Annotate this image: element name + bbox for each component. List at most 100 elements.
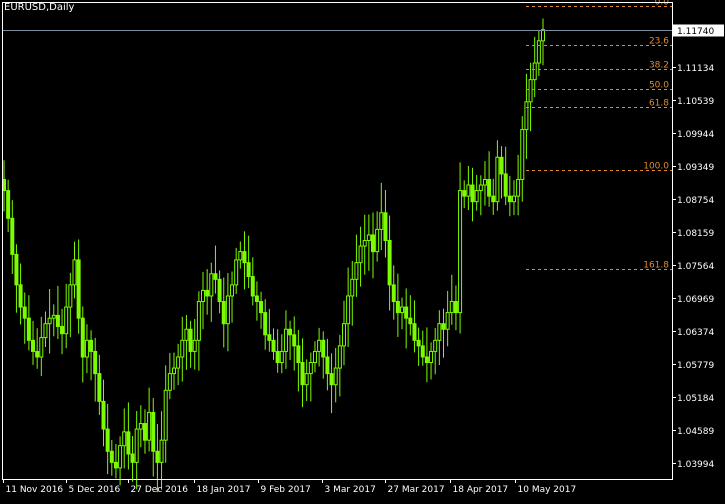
y-tick-label: 1.07564 xyxy=(677,262,714,272)
candle-body xyxy=(412,323,417,341)
candle-body xyxy=(474,190,479,203)
candle-body xyxy=(437,323,442,341)
candle-body xyxy=(26,317,31,341)
candle-body xyxy=(354,262,359,280)
candle-body xyxy=(462,190,467,197)
candle-body xyxy=(495,156,500,203)
candle-body xyxy=(362,240,367,247)
x-tick-label: 18 Apr 2017 xyxy=(453,485,509,495)
candle-body xyxy=(292,334,297,347)
x-tick-label: 9 Feb 2017 xyxy=(261,485,311,495)
y-tick-label: 1.09349 xyxy=(677,163,714,173)
candle-body xyxy=(176,356,181,369)
candle-body xyxy=(395,301,400,314)
candle-body xyxy=(259,301,264,314)
candle-body xyxy=(275,350,280,364)
candle-body xyxy=(184,328,189,341)
candle-body xyxy=(424,356,429,364)
y-tick-label: 1.10539 xyxy=(677,97,714,107)
candle-body xyxy=(130,453,135,463)
candle-body xyxy=(379,212,384,230)
candle-body xyxy=(441,323,446,330)
candle-body xyxy=(250,276,255,297)
candle-body xyxy=(366,234,371,242)
y-tick-label: 1.11134 xyxy=(677,64,714,74)
candle-body xyxy=(499,156,504,175)
candle-body xyxy=(267,334,272,341)
x-tick-label: 5 Dec 2016 xyxy=(69,485,121,495)
candle-body xyxy=(470,184,475,203)
fib-level-label: 61.8 xyxy=(649,99,669,109)
candle-body xyxy=(391,284,396,303)
candle-body xyxy=(76,259,81,319)
candle-body xyxy=(246,262,251,278)
candle-body xyxy=(308,362,313,375)
candle-body xyxy=(234,259,239,286)
current-price-badge xyxy=(673,24,724,37)
candle-body xyxy=(329,373,334,386)
candle-body xyxy=(503,173,508,197)
candle-body xyxy=(213,273,218,280)
candle-body xyxy=(358,245,363,264)
candle-body xyxy=(263,312,268,336)
candle-body xyxy=(192,339,197,352)
candle-body xyxy=(350,278,355,297)
candle-body xyxy=(337,345,342,369)
candle-body xyxy=(68,284,73,308)
candle-body xyxy=(317,339,322,352)
candle-body xyxy=(155,450,160,463)
candle-body xyxy=(221,301,226,325)
candle-body xyxy=(43,323,48,339)
candle-body xyxy=(205,289,210,297)
symbol-title: EURUSD,Daily xyxy=(4,2,75,13)
candle-body xyxy=(487,178,492,197)
candle-body xyxy=(404,306,409,319)
price-axis[interactable]: 1.11134 1.10539 1.09944 1.09349 1.08754 1.081… xyxy=(672,64,714,470)
x-tick-label: 3 Mar 2017 xyxy=(325,485,376,495)
candle-body xyxy=(167,373,172,391)
candle-body xyxy=(142,423,147,441)
fib-level-label: 38.2 xyxy=(649,61,669,71)
y-tick-label: 1.09944 xyxy=(677,130,714,140)
candle-body xyxy=(445,312,450,330)
candle-body xyxy=(118,445,123,469)
candle-body xyxy=(72,259,77,286)
candle-body xyxy=(230,284,235,297)
candle-body xyxy=(541,29,545,42)
candle-body xyxy=(22,306,27,319)
candle-body xyxy=(254,295,259,303)
y-tick-label: 1.08159 xyxy=(677,229,714,239)
candle-body xyxy=(196,301,201,341)
candle-body xyxy=(341,323,346,347)
plot-border xyxy=(2,2,673,480)
candle-body xyxy=(93,350,98,375)
candle-body xyxy=(51,314,56,319)
y-tick-label: 1.05184 xyxy=(677,394,714,404)
x-tick-label: 27 Dec 2016 xyxy=(131,485,189,495)
fibonacci-layer[interactable]: 0.0 23.6 38.2 50.0 61.8 100.0 161.8 xyxy=(526,0,672,271)
candle-body xyxy=(126,431,131,455)
candle-body xyxy=(6,190,11,219)
candle-body xyxy=(333,367,338,386)
candle-body xyxy=(84,339,89,358)
candle-body xyxy=(449,301,454,314)
candle-body xyxy=(416,339,421,347)
candle-body xyxy=(491,195,496,203)
candle-body xyxy=(10,217,15,255)
x-tick-label: 10 May 2017 xyxy=(518,485,577,495)
y-tick-label: 1.03994 xyxy=(677,460,714,470)
candle-body xyxy=(89,339,94,352)
candle-body xyxy=(188,328,193,352)
candle-body xyxy=(97,373,102,402)
time-axis[interactable]: 11 Nov 2016 5 Dec 2016 27 Dec 2016 18 Jan 2… xyxy=(3,479,577,495)
candle-body xyxy=(408,317,413,325)
y-tick-label: 1.04589 xyxy=(677,427,714,437)
chart-frame xyxy=(2,2,673,480)
candle-body xyxy=(524,101,529,131)
candle-body xyxy=(151,411,156,452)
candle-body xyxy=(209,273,214,297)
candle-body xyxy=(55,314,60,327)
candle-body xyxy=(453,301,458,314)
